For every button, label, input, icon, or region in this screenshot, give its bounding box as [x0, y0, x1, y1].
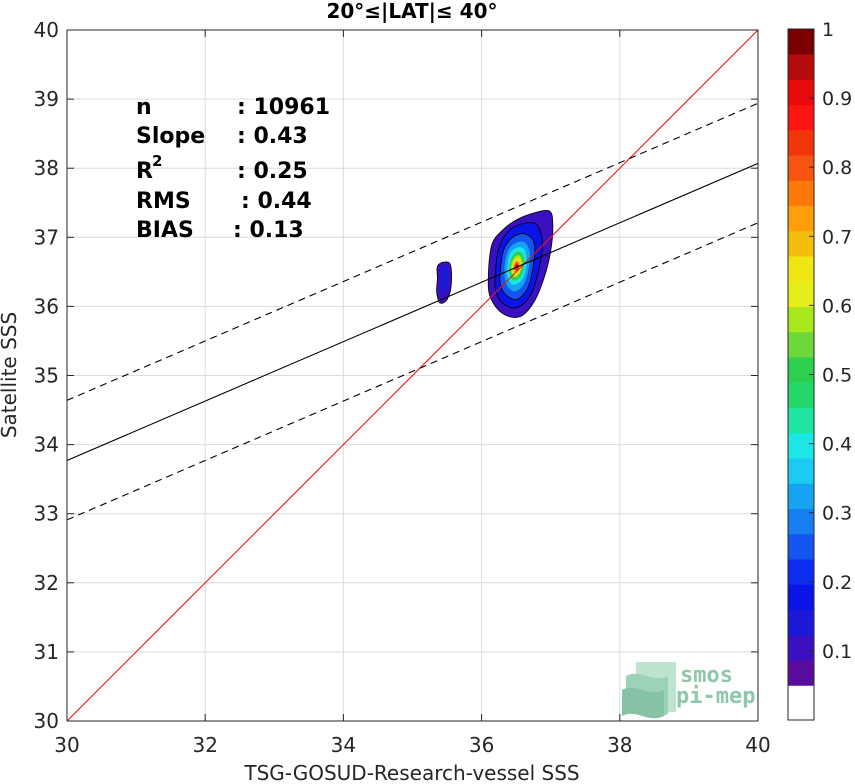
colorbar-segment — [788, 685, 814, 721]
colorbar-segment — [788, 559, 814, 585]
y-tick-label: 34 — [34, 433, 59, 457]
stat-n-value: : 10961 — [237, 95, 330, 120]
regression-line — [67, 162, 758, 461]
colorbar-segment — [788, 407, 814, 434]
logo-line2: pi-mep — [676, 684, 755, 709]
stat-slope-label: Slope — [136, 124, 205, 149]
colorbar-segment — [788, 79, 814, 106]
x-tick-label: 34 — [331, 733, 356, 757]
smos-pi-mep-logo: smos pi-mep — [622, 662, 755, 719]
stats-block: n : 10961 Slope : 0.43 R 2 : 0.25 RMS : … — [136, 95, 330, 243]
y-tick-label: 30 — [34, 709, 59, 733]
colorbar-segment — [788, 129, 814, 156]
y-tick-label: 33 — [34, 502, 59, 526]
colorbar-tick-label: 0.3 — [822, 503, 852, 525]
colorbar-segment — [788, 634, 814, 661]
colorbar-segment — [788, 54, 814, 80]
stat-slope-value: : 0.43 — [237, 124, 308, 149]
y-tick-label: 35 — [34, 364, 59, 388]
colorbar: 0.1 0.2 0.3 0.4 0.5 0.6 0.7 0.8 0.9 1 — [787, 19, 852, 721]
colorbar-segment — [788, 306, 814, 333]
x-tick-label: 36 — [469, 733, 494, 757]
colorbar-tick-label: 0.7 — [822, 226, 852, 248]
colorbar-tick-label: 0.8 — [822, 157, 852, 179]
y-axis-title: Satellite SSS — [0, 312, 21, 438]
colorbar-segment — [788, 458, 814, 484]
colorbar-segment — [788, 382, 814, 409]
stat-bias-label: BIAS — [136, 218, 194, 243]
colorbar-tick-label: 0.5 — [822, 365, 852, 387]
logo-line1: smos — [680, 663, 733, 688]
colorbar-segment — [788, 230, 814, 257]
colorbar-segment — [788, 104, 814, 131]
reference-lines — [67, 30, 758, 721]
colorbar-segment — [788, 584, 814, 611]
colorbar-segment — [788, 660, 814, 686]
identity-line — [67, 30, 758, 721]
colorbar-segment — [788, 155, 814, 181]
logo-waves-icon — [622, 662, 676, 719]
grid — [66, 29, 759, 722]
x-tick-label: 32 — [192, 733, 217, 757]
y-axis-ticks: 30 31 32 33 34 35 36 37 38 39 40 — [34, 18, 758, 733]
x-tick-label: 30 — [54, 733, 79, 757]
x-axis-ticks: 30 32 34 36 38 40 — [54, 30, 771, 757]
x-tick-label: 40 — [745, 733, 770, 757]
secondary-cluster-contour — [440, 265, 449, 293]
colorbar-segment — [788, 331, 814, 358]
colorbar-tick-label: 0.1 — [822, 641, 852, 663]
stat-bias-value: : 0.13 — [233, 218, 304, 243]
colorbar-segment — [788, 180, 814, 207]
colorbar-segment — [788, 533, 814, 560]
colorbar-tick-label: 0.9 — [822, 88, 852, 110]
colorbar-segment — [788, 205, 814, 232]
x-axis-title: TSG-GOSUD-Research-vessel SSS — [243, 761, 579, 784]
stat-rms-value: : 0.44 — [241, 189, 312, 214]
y-tick-label: 40 — [34, 18, 59, 42]
upper-bound-line — [67, 102, 758, 401]
colorbar-segment — [788, 256, 814, 282]
y-tick-label: 37 — [34, 225, 59, 249]
colorbar-tick-label: 0.6 — [822, 295, 852, 317]
stat-n-label: n — [136, 95, 152, 120]
chart-title: 20°≤|LAT|≤ 40° — [326, 0, 497, 23]
stat-rms-label: RMS — [136, 189, 191, 214]
y-tick-label: 32 — [34, 571, 59, 595]
colorbar-tick-label: 0.2 — [822, 572, 852, 594]
colorbar-segment — [788, 281, 814, 308]
stat-r2-exponent: 2 — [152, 152, 162, 170]
colorbar-segment — [788, 609, 814, 636]
stat-r2-value: : 0.25 — [237, 159, 308, 184]
colorbar-segment — [788, 432, 814, 459]
stat-r2-label: R — [136, 159, 153, 184]
colorbar-segment — [788, 483, 814, 510]
colorbar-tick-label: 0.4 — [822, 434, 852, 456]
colorbar-segment — [788, 357, 814, 383]
colorbar-segment — [788, 29, 814, 55]
x-tick-label: 38 — [607, 733, 632, 757]
density-contours — [436, 210, 554, 318]
y-tick-label: 39 — [34, 87, 59, 111]
lower-bound-line — [67, 222, 758, 521]
colorbar-tick-label: 1 — [822, 19, 834, 41]
y-tick-label: 38 — [34, 156, 59, 180]
y-tick-label: 31 — [34, 640, 59, 664]
y-tick-label: 36 — [34, 294, 59, 318]
